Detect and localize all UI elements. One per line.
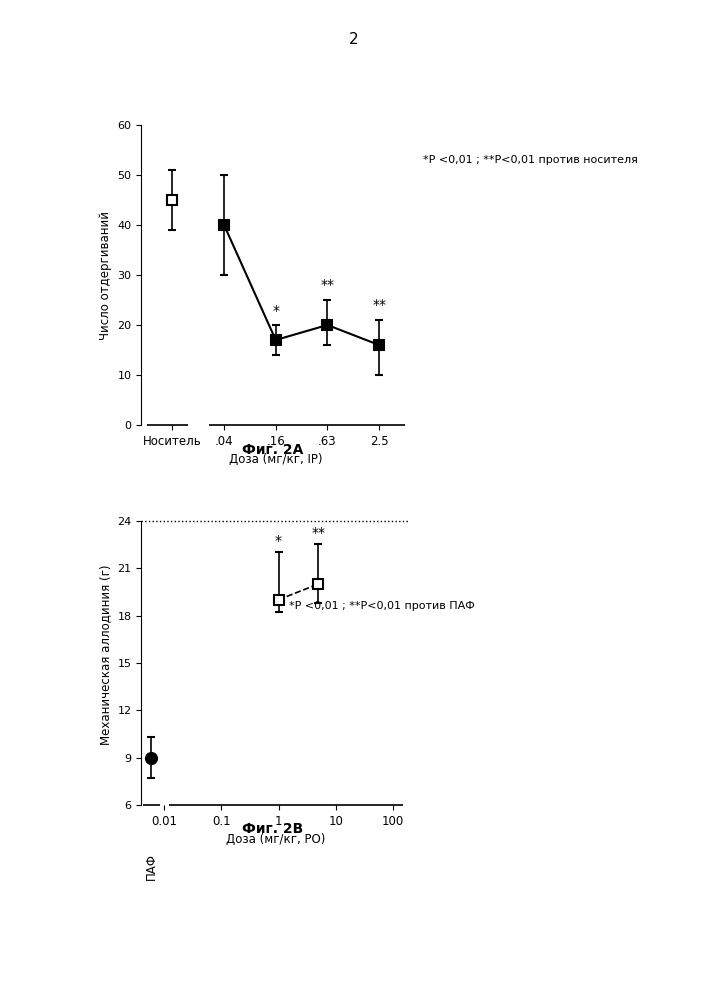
Y-axis label: Механическая аллодиния (г): Механическая аллодиния (г) [99, 565, 112, 745]
Text: *P <0,01 ; **P<0,01 против носителя: *P <0,01 ; **P<0,01 против носителя [423, 155, 638, 165]
Text: ПАФ: ПАФ [145, 853, 158, 880]
X-axis label: Доза (мг/кг, РО): Доза (мг/кг, РО) [226, 833, 325, 846]
Y-axis label: Число отдергиваний: Число отдергиваний [99, 211, 112, 340]
Text: *: * [272, 304, 279, 318]
Text: *P <0,01 ; **P<0,01 против ПАФ: *P <0,01 ; **P<0,01 против ПАФ [289, 601, 475, 611]
Text: **: ** [312, 526, 325, 540]
Text: **: ** [372, 298, 386, 312]
Text: *: * [275, 534, 282, 548]
Text: 2: 2 [349, 32, 358, 47]
Text: Фиг. 2В: Фиг. 2В [242, 822, 303, 836]
Text: Фиг. 2А: Фиг. 2А [242, 443, 303, 457]
Text: **: ** [320, 278, 334, 292]
X-axis label: Доза (мг/кг, IP): Доза (мг/кг, IP) [229, 453, 322, 466]
